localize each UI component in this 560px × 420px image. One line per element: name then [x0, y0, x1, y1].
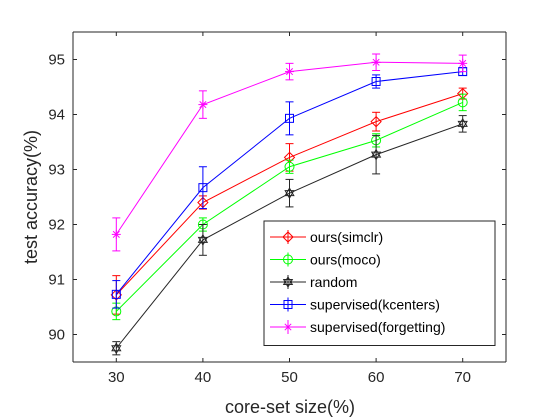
legend-item-random: random	[270, 274, 357, 290]
data-point	[285, 113, 294, 123]
series-random	[111, 115, 468, 356]
legend-item-supervised-forgetting: supervised(forgetting)	[270, 319, 445, 335]
error-bar	[198, 224, 207, 256]
legend-item-supervised-kcenters: supervised(kcenters)	[270, 297, 440, 313]
data-point	[370, 115, 382, 128]
error-bar	[285, 101, 294, 136]
data-point	[371, 77, 381, 86]
data-point	[457, 97, 468, 108]
legend-box	[263, 220, 496, 346]
data-point	[198, 100, 208, 110]
y-tick-label: 93	[48, 162, 65, 179]
x-axis-title: core-set size(%)	[225, 397, 355, 417]
y-tick-label: 92	[48, 217, 65, 234]
legend-item-ours-moco: ours(moco)	[270, 252, 381, 268]
legend-marker	[283, 322, 293, 332]
data-point	[198, 183, 208, 193]
x-tick-label: 50	[281, 369, 298, 386]
data-point	[457, 117, 468, 130]
data-point	[284, 161, 295, 172]
y-tick-label: 94	[48, 107, 65, 124]
series-supervised-forgetting	[111, 53, 468, 252]
data-point	[458, 58, 468, 68]
data-point	[370, 148, 382, 161]
error-bar	[112, 280, 121, 309]
legend-marker	[283, 300, 293, 309]
error-bar	[458, 93, 467, 112]
legend-label: random	[310, 274, 357, 290]
data-point	[284, 187, 295, 200]
x-tick-label: 30	[108, 369, 125, 386]
error-bar	[198, 166, 207, 210]
data-point	[111, 229, 121, 239]
series-layer	[110, 53, 469, 356]
legend-label: supervised(forgetting)	[310, 319, 445, 335]
data-point	[285, 67, 294, 77]
legend-label: supervised(kcenters)	[310, 297, 440, 313]
legend-marker	[283, 254, 293, 265]
legend-label: ours(moco)	[310, 252, 381, 268]
legend-marker	[282, 231, 294, 243]
legend: ours(simclr) ours(moco) random supervised(k…	[263, 220, 496, 346]
legend-item-ours-simclr: ours(simclr)	[270, 229, 383, 245]
y-tick-label: 91	[48, 272, 65, 289]
data-point	[371, 57, 381, 67]
error-bar	[372, 134, 381, 175]
y-tick-label: 90	[48, 327, 65, 344]
axes-layer: 30 40 50 60 70 90 91 92 93 94 95	[48, 31, 507, 386]
error-bar	[372, 111, 381, 132]
data-point	[111, 342, 122, 355]
x-tick-label: 60	[368, 369, 385, 386]
legend-label: ours(simclr)	[310, 229, 383, 245]
data-point	[111, 289, 121, 299]
x-tick-label: 70	[454, 369, 471, 386]
error-bar	[285, 178, 294, 208]
data-point	[197, 233, 209, 246]
y-tick-label: 95	[48, 52, 65, 69]
x-tick-label: 40	[195, 369, 212, 386]
legend-marker	[282, 275, 294, 289]
y-axis-title: test accuracy(%)	[21, 130, 41, 264]
